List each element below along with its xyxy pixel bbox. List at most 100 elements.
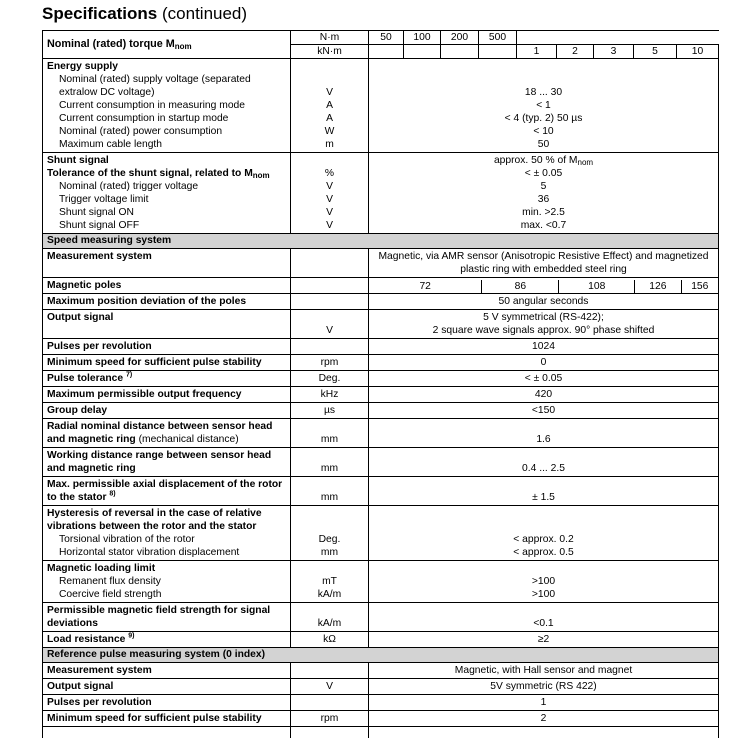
spec-label: Measurement system xyxy=(42,248,291,278)
spec-unit xyxy=(290,58,369,73)
spec-value: max. <0.7 xyxy=(368,219,719,234)
spec-row: Permissible magnetic field strength for … xyxy=(42,602,719,632)
spec-label: Energy supply xyxy=(42,58,291,73)
specifications-table: Energy supply Nominal (rated) supply volt… xyxy=(42,58,719,738)
magnetic-poles-values: 72 86 108 126 156 xyxy=(368,277,719,294)
spec-value: >100 xyxy=(368,575,719,588)
spec-value: < ± 0.05 xyxy=(368,370,719,387)
spec-unit: % xyxy=(290,167,369,180)
spec-value: 18 ... 30 xyxy=(368,73,719,99)
spec-row: Trigger voltage limit V 36 xyxy=(42,193,719,206)
spec-label: Minimum speed for sufficient pulse stabi… xyxy=(42,710,291,727)
spec-row: Output signal V 5V symmetric (RS 422) xyxy=(42,678,719,695)
spec-row: Minimum speed for sufficient pulse stabi… xyxy=(42,354,719,371)
section-header: Speed measuring system xyxy=(42,233,719,249)
spec-value: <150 xyxy=(368,402,719,419)
spec-value: 1.6 xyxy=(368,418,719,448)
spec-row: Magnetic loading limit xyxy=(42,560,719,575)
spec-unit: Deg. xyxy=(290,370,369,387)
spec-unit: rpm xyxy=(290,710,369,727)
spec-unit: V xyxy=(290,678,369,695)
spec-row: Maximum position deviation of the poles 5… xyxy=(42,293,719,310)
spec-row: Group delay µs <150 xyxy=(42,402,719,419)
pole-count: 156 xyxy=(680,280,718,293)
spec-row: Magnetic poles 72 86 108 126 156 xyxy=(42,277,719,294)
spec-label: Output signal xyxy=(42,678,291,695)
spec-value: 0 xyxy=(368,354,719,371)
spec-unit: W xyxy=(290,125,369,138)
knm-value: 10 xyxy=(675,44,720,59)
spec-label: Pulse tolerance 7) xyxy=(42,370,291,387)
spec-unit xyxy=(290,152,369,167)
spec-unit: mm xyxy=(290,447,369,477)
spec-unit xyxy=(290,338,369,355)
spec-value: 5 xyxy=(368,180,719,193)
spec-row: Nominal (rated) supply voltage (separate… xyxy=(42,73,719,99)
nm-value: 500 xyxy=(478,30,517,45)
nm-value: 200 xyxy=(440,30,479,45)
spec-label: Load resistance 9) xyxy=(42,631,291,648)
spec-label: Remanent flux density xyxy=(42,575,291,588)
torque-header-table: Nominal (rated) torque Mnom N·m 50 100 2… xyxy=(42,30,720,59)
spec-label: Pulses per revolution xyxy=(42,694,291,711)
spec-value: >100 xyxy=(368,588,719,603)
spec-label: Nominal (rated) trigger voltage xyxy=(42,180,291,193)
spec-row: Horizontal stator vibration displacement… xyxy=(42,546,719,561)
spec-unit: mm xyxy=(290,546,369,561)
section-title: Speed measuring system xyxy=(42,233,719,249)
spec-unit: V xyxy=(290,309,369,339)
spec-label: Nominal (rated) supply voltage (separate… xyxy=(42,73,291,99)
spec-label: Hysteresis of reversal in the case of re… xyxy=(42,505,291,533)
spec-row: Hysteresis of reversal in the case of re… xyxy=(42,505,719,533)
spec-label: Pulses per revolution xyxy=(42,338,291,355)
spec-label: Nominal (rated) power consumption xyxy=(42,125,291,138)
spec-value: approx. 50 % of Mnom xyxy=(368,152,719,167)
spec-unit: rpm xyxy=(290,354,369,371)
spec-row: Coercive field strength kA/m >100 xyxy=(42,588,719,603)
spec-row: Max. permissible axial displacement of t… xyxy=(42,476,719,506)
spec-value xyxy=(368,505,719,533)
spec-label: Current consumption in startup mode xyxy=(42,112,291,125)
spec-value: < ± 0.05 xyxy=(368,167,719,180)
spec-unit: kA/m xyxy=(290,602,369,632)
unit-knm: kN·m xyxy=(290,44,369,59)
spec-row: Measurement system Magnetic, via AMR sens… xyxy=(42,248,719,278)
spec-value xyxy=(368,560,719,575)
section-title: Reference pulse measuring system (0 inde… xyxy=(42,647,719,663)
spec-value: < approx. 0.2 xyxy=(368,533,719,546)
spec-row: Tolerance of the shunt signal, related t… xyxy=(42,167,719,180)
spec-unit xyxy=(290,694,369,711)
spec-label: Magnetic loading limit xyxy=(42,560,291,575)
spec-row: Current consumption in measuring mode A < … xyxy=(42,99,719,112)
spec-unit: V xyxy=(290,180,369,193)
knm-value: 3 xyxy=(593,44,634,59)
spec-row: Working distance range between sensor he… xyxy=(42,447,719,477)
spec-unit xyxy=(290,505,369,533)
spec-unit: m xyxy=(290,138,369,153)
spec-unit xyxy=(290,560,369,575)
spec-label: Working distance range between sensor he… xyxy=(42,447,291,477)
spec-label: Group delay xyxy=(42,402,291,419)
spec-unit xyxy=(290,662,369,679)
spec-value: < 4 (typ. 2) 50 µs xyxy=(368,112,719,125)
nm-value: 50 xyxy=(368,30,404,45)
spec-row: Minimum speed for sufficient pulse stabi… xyxy=(42,710,719,727)
spec-value: < 10 xyxy=(368,125,719,138)
spec-unit: V xyxy=(290,73,369,99)
spec-label: Trigger voltage limit xyxy=(42,193,291,206)
spec-unit: mm xyxy=(290,476,369,506)
spec-row: Nominal (rated) power consumption W < 10 xyxy=(42,125,719,138)
spec-label: Maximum permissible output frequency xyxy=(42,386,291,403)
spec-label: Current consumption in measuring mode xyxy=(42,99,291,112)
spec-unit xyxy=(290,248,369,278)
spec-row: Load resistance 9) kΩ ≥2 xyxy=(42,631,719,648)
spec-row: Remanent flux density mT >100 xyxy=(42,575,719,588)
spec-unit: kA/m xyxy=(290,588,369,603)
spec-row: Energy supply xyxy=(42,58,719,73)
spec-value: 1 xyxy=(368,694,719,711)
spec-value: 50 angular seconds xyxy=(368,293,719,310)
spec-unit: A xyxy=(290,99,369,112)
pole-count: 126 xyxy=(634,280,680,293)
spec-value: 5 V symmetrical (RS-422); 2 square wave s… xyxy=(368,309,719,339)
